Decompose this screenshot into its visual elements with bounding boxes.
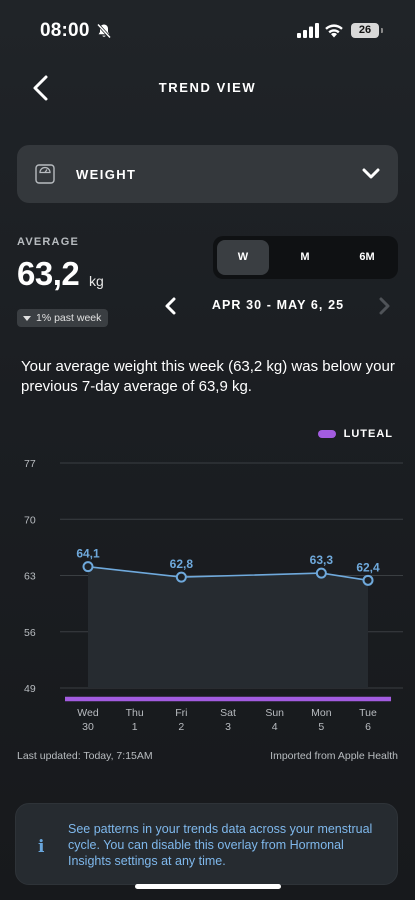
date-range: APR 30 - MAY 6, 25 <box>211 298 345 312</box>
x-tick-day: Sat <box>220 707 236 719</box>
data-point <box>82 561 94 573</box>
silent-bell-icon <box>97 23 111 39</box>
summary-text: Your average weight this week (63,2 kg) … <box>21 358 395 395</box>
tab-week[interactable]: W <box>217 240 269 275</box>
change-text: 1% past week <box>36 312 102 324</box>
x-tick-day: Wed <box>77 707 99 719</box>
metric-label: WEIGHT <box>76 167 137 182</box>
next-period-button[interactable] <box>377 296 393 316</box>
data-label: 62,8 <box>170 557 194 571</box>
x-tick-date: 1 <box>132 721 138 733</box>
y-tick-label: 56 <box>24 627 36 639</box>
data-point <box>315 567 327 579</box>
down-triangle-icon <box>23 315 31 321</box>
tab-month[interactable]: M <box>300 251 310 263</box>
battery-indicator: 26 <box>351 23 383 38</box>
info-text: See patterns in your trends data across … <box>68 822 373 868</box>
data-source-text: Imported from Apple Health <box>270 750 398 762</box>
chart-legend: LUTEAL <box>317 428 393 440</box>
period-tabs: W M 6M <box>213 236 398 279</box>
previous-period-button[interactable] <box>162 296 178 316</box>
x-tick-day: Sun <box>265 707 284 719</box>
x-tick-day: Mon <box>311 707 332 719</box>
chevron-down-icon[interactable] <box>362 167 380 181</box>
metric-dropdown[interactable]: WEIGHT <box>17 145 398 203</box>
legend-swatch <box>317 430 336 438</box>
status-bar: 08:00 26 <box>0 0 415 56</box>
average-value: 63,2 <box>17 255 80 292</box>
data-label: 63,3 <box>310 553 334 567</box>
y-tick-label: 77 <box>24 458 36 470</box>
average-unit: kg <box>89 273 104 289</box>
tab-six-months[interactable]: 6M <box>359 251 375 263</box>
cellular-signal-icon <box>297 23 319 38</box>
x-tick-date: 3 <box>225 721 231 733</box>
back-button[interactable] <box>28 72 56 104</box>
last-updated-text: Last updated: Today, 7:15AM <box>17 750 153 762</box>
x-tick-date: 2 <box>178 721 184 733</box>
home-indicator[interactable] <box>135 884 281 889</box>
data-point <box>175 571 187 583</box>
average-label: AVERAGE <box>17 236 79 248</box>
data-label: 64,1 <box>76 547 100 561</box>
data-point <box>362 574 374 586</box>
x-tick-date: 30 <box>82 721 94 733</box>
hormonal-insights-info-card: i See patterns in your trends data acros… <box>15 803 398 885</box>
x-tick-date: 5 <box>318 721 324 733</box>
x-tick-date: 6 <box>365 721 371 733</box>
legend-label: LUTEAL <box>343 428 393 440</box>
data-label: 62,4 <box>356 560 380 574</box>
wifi-icon <box>325 24 343 38</box>
weight-series-line <box>87 565 369 582</box>
area-fill <box>88 566 369 688</box>
x-tick-day: Tue <box>359 707 377 719</box>
scale-icon <box>35 164 55 184</box>
status-time: 08:00 <box>40 20 90 41</box>
y-tick-label: 70 <box>24 514 36 526</box>
change-badge: 1% past week <box>17 309 109 327</box>
x-tick-day: Thu <box>126 707 144 719</box>
x-tick-day: Fri <box>175 707 187 719</box>
info-icon: i <box>38 837 45 857</box>
x-tick-date: 4 <box>272 721 278 733</box>
y-tick-label: 63 <box>24 571 36 583</box>
page-title: TREND VIEW <box>158 80 257 95</box>
y-tick-label: 49 <box>24 683 36 695</box>
